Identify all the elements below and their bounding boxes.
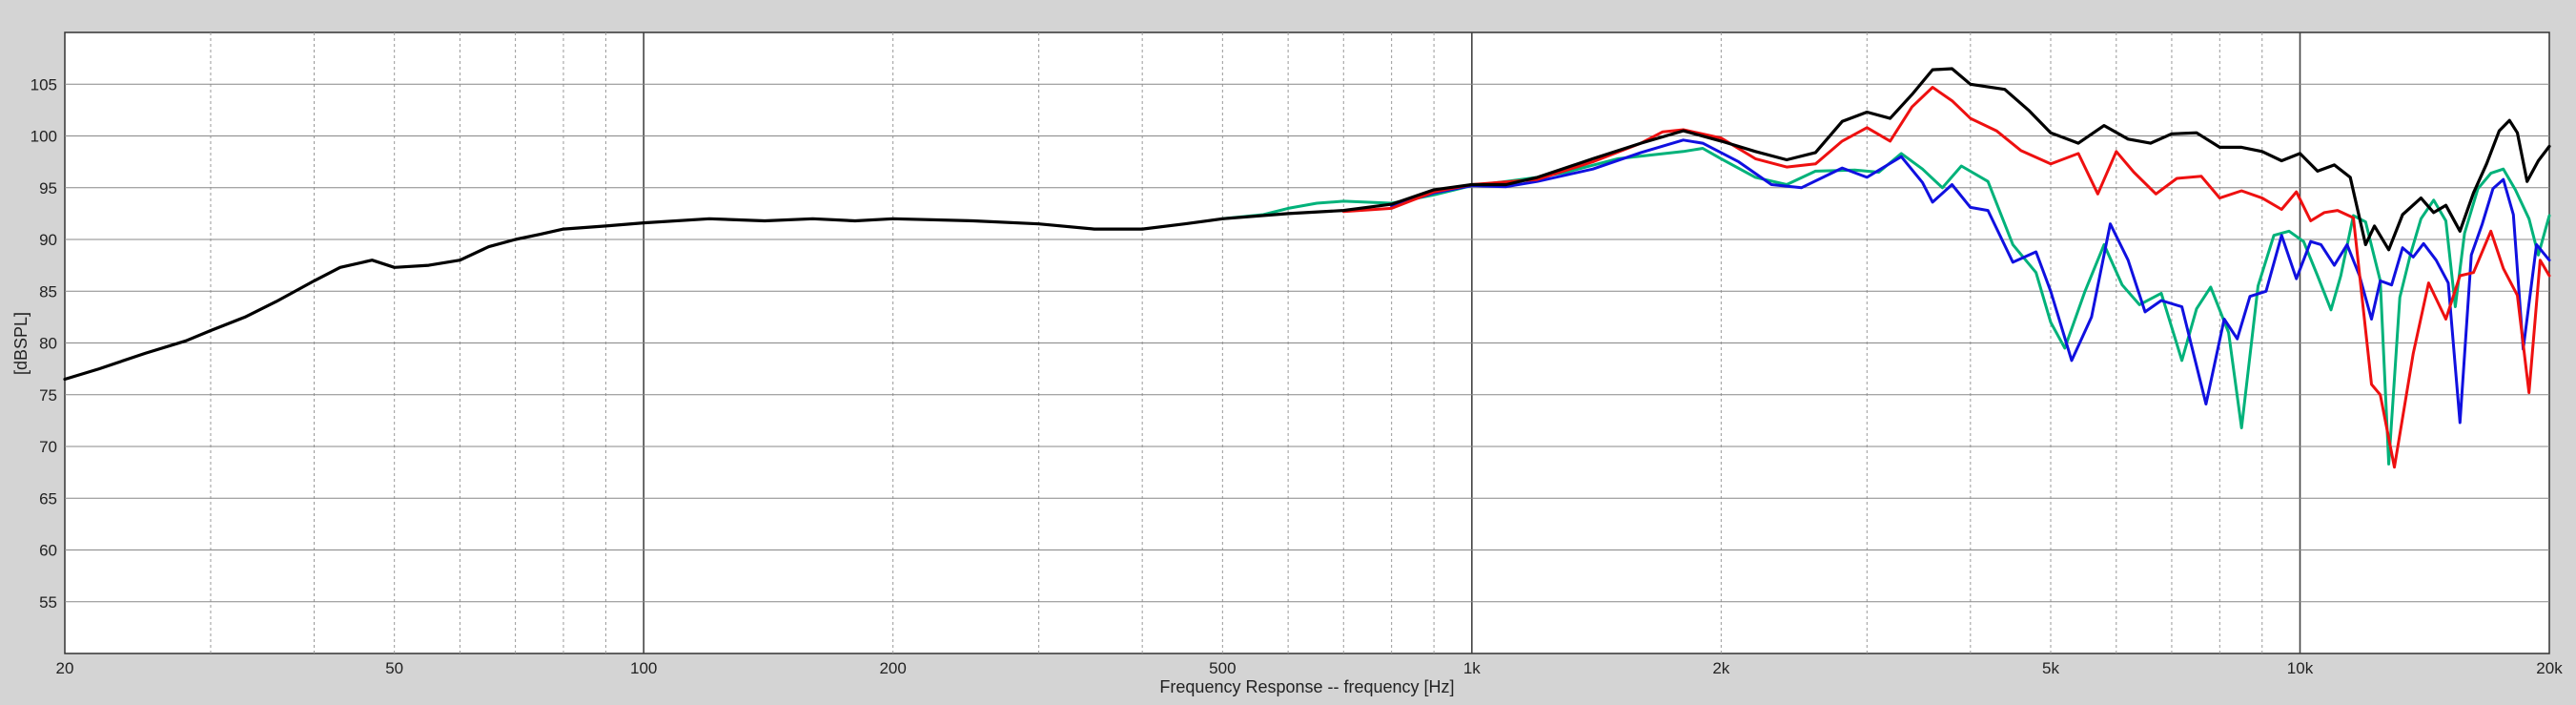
y-tick-label: 95 bbox=[39, 179, 57, 197]
x-tick-label: 20k bbox=[2536, 659, 2563, 677]
y-tick-label: 100 bbox=[31, 128, 57, 146]
y-tick-label: 60 bbox=[39, 542, 57, 560]
x-tick-label: 1k bbox=[1463, 659, 1481, 677]
x-tick-label: 100 bbox=[630, 659, 657, 677]
x-tick-label: 20 bbox=[56, 659, 74, 677]
series-line-1 bbox=[1220, 147, 2551, 466]
x-axis-label: Frequency Response -- frequency [Hz] bbox=[1159, 677, 1454, 696]
y-tick-label: 70 bbox=[39, 438, 57, 456]
series-line-2 bbox=[1390, 138, 2551, 425]
x-tick-label: 200 bbox=[879, 659, 906, 677]
y-tick-label: 105 bbox=[31, 75, 57, 93]
y-tick-label: 85 bbox=[39, 282, 57, 301]
x-tick-label: 500 bbox=[1209, 659, 1236, 677]
x-tick-label: 2k bbox=[1712, 659, 1729, 677]
series-line-3 bbox=[1341, 86, 2551, 469]
y-tick-label: 90 bbox=[39, 231, 57, 249]
y-tick-label: 75 bbox=[39, 386, 57, 404]
y-tick-label: 55 bbox=[39, 593, 57, 612]
y-tick-labels: 55 60 65 70 75 80 85 90 95 100 105 bbox=[31, 75, 57, 612]
x-tick-label: 5k bbox=[2042, 659, 2059, 677]
x-tick-label: 50 bbox=[385, 659, 403, 677]
y-axis-label: [dBSPL] bbox=[11, 312, 31, 375]
series-line-4 bbox=[63, 67, 2551, 382]
grid bbox=[65, 32, 2549, 653]
x-tick-labels: 20 50 100 200 500 1k 2k 5k 10k 20k bbox=[56, 659, 2564, 677]
y-tick-label: 65 bbox=[39, 489, 57, 508]
y-tick-label: 80 bbox=[39, 335, 57, 353]
x-tick-label: 10k bbox=[2287, 659, 2314, 677]
series-group bbox=[63, 67, 2551, 469]
